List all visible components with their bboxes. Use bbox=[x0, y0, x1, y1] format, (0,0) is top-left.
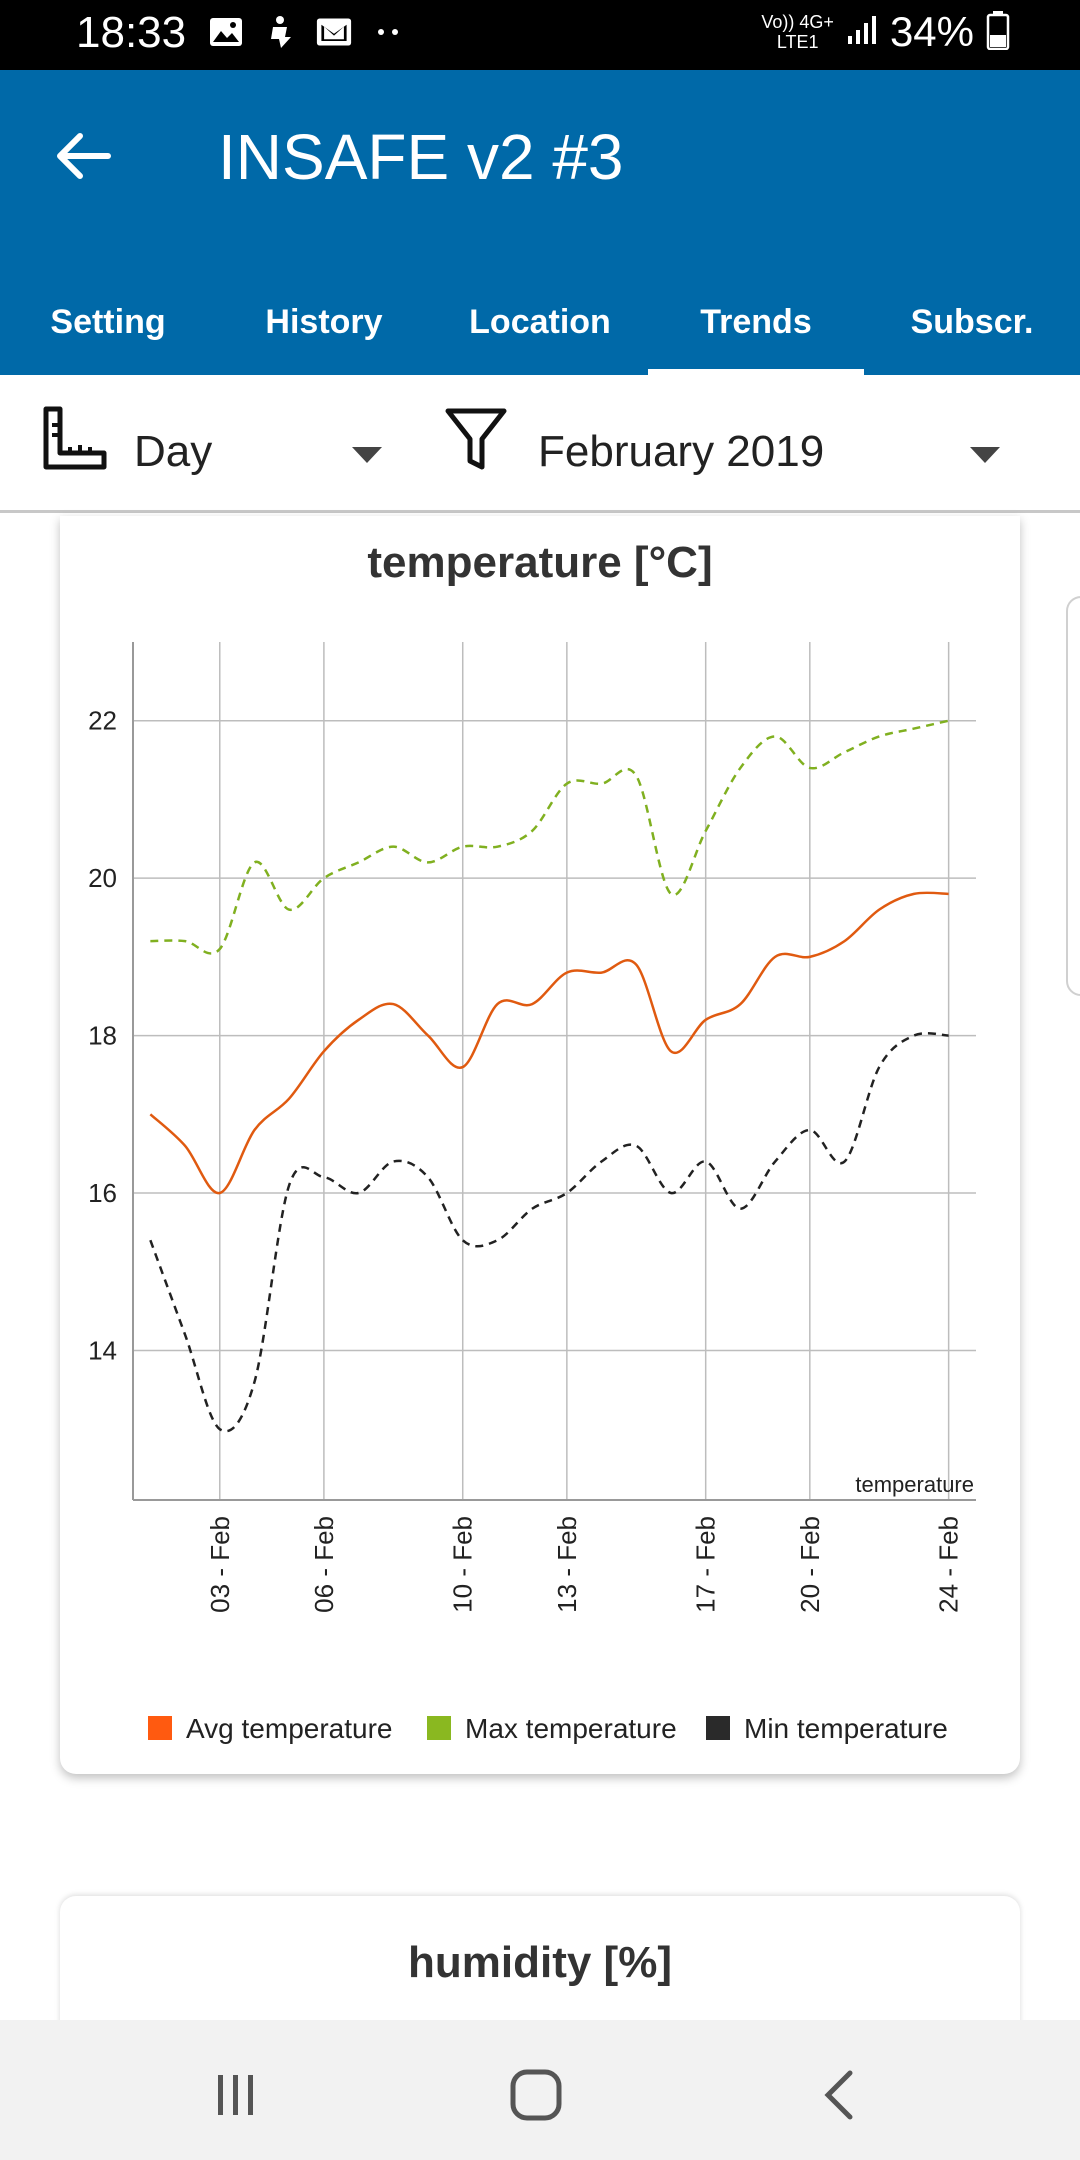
back-nav-button[interactable] bbox=[800, 2060, 880, 2130]
month-select[interactable]: February 2019 bbox=[538, 427, 825, 476]
legend-swatch bbox=[427, 1716, 451, 1740]
legend-swatch bbox=[706, 1716, 730, 1740]
x-tick-label: 06 - Feb bbox=[309, 1516, 339, 1613]
home-button[interactable] bbox=[496, 2060, 576, 2130]
network-line: LTE1 bbox=[776, 32, 819, 52]
mail-icon bbox=[316, 12, 352, 52]
battery-icon bbox=[986, 10, 1010, 55]
tab-trends[interactable]: Trends bbox=[648, 270, 864, 375]
back-button[interactable] bbox=[48, 120, 120, 192]
chevron-down-icon[interactable] bbox=[970, 447, 1000, 465]
corner-label: temperature bbox=[855, 1472, 974, 1497]
network-indicator: Vo)) 4G+ LTE1 bbox=[761, 12, 834, 52]
filter-funnel-icon bbox=[445, 408, 507, 470]
tab-setting[interactable]: Setting bbox=[50, 303, 166, 341]
y-tick-label: 20 bbox=[88, 863, 117, 893]
legend-label: Min temperature bbox=[744, 1713, 948, 1744]
y-tick-label: 22 bbox=[88, 706, 117, 736]
series-line bbox=[149, 891, 949, 1195]
legend-label: Avg temperature bbox=[186, 1713, 393, 1744]
y-tick-label: 16 bbox=[88, 1178, 117, 1208]
x-tick-label: 03 - Feb bbox=[205, 1516, 235, 1613]
app-bar: INSAFE v2 #3 Setting History Location Tr… bbox=[0, 70, 1080, 375]
y-tick-label: 18 bbox=[88, 1021, 117, 1051]
app-title: INSAFE v2 #3 bbox=[218, 121, 624, 193]
recent-apps-icon bbox=[218, 2075, 253, 2115]
ruler-icon bbox=[43, 406, 107, 470]
back-chevron-icon bbox=[824, 2070, 853, 2120]
tab-bar: Setting History Location Trends Subscr. bbox=[0, 270, 1080, 375]
status-bar: 18:33 Vo)) 4G+ LTE1 34% bbox=[0, 0, 1080, 70]
x-tick-label: 17 - Feb bbox=[691, 1516, 721, 1613]
tab-location[interactable]: Location bbox=[469, 303, 611, 341]
gallery-icon bbox=[208, 12, 244, 52]
tab-subscriptions[interactable]: Subscr. bbox=[910, 303, 1034, 341]
series-line bbox=[149, 1032, 949, 1433]
series-line bbox=[150, 719, 949, 955]
y-tick-label: 14 bbox=[88, 1335, 117, 1365]
temperature-card: temperature [°C] 14 16 18 20 22 03 - Feb 06 - … bbox=[60, 516, 1020, 1774]
figure-icon bbox=[262, 12, 298, 52]
tab-history[interactable]: History bbox=[265, 303, 383, 341]
home-icon bbox=[510, 2069, 562, 2121]
x-tick-label: 24 - Feb bbox=[934, 1516, 964, 1613]
recent-apps-button[interactable] bbox=[196, 2060, 276, 2130]
period-select[interactable]: Day bbox=[134, 427, 213, 476]
x-tick-label: 10 - Feb bbox=[448, 1516, 478, 1613]
status-right: Vo)) 4G+ LTE1 34% bbox=[761, 8, 1010, 56]
chart-title: temperature [°C] bbox=[367, 538, 713, 587]
humidity-title: humidity [%] bbox=[408, 1938, 672, 1987]
system-nav-bar bbox=[0, 2020, 1080, 2160]
filter-bar: Day February 2019 bbox=[0, 375, 1080, 513]
chevron-down-icon[interactable] bbox=[352, 447, 382, 465]
battery-percent: 34% bbox=[889, 8, 974, 55]
legend-swatch bbox=[148, 1716, 172, 1740]
status-time: 18:33 bbox=[76, 8, 187, 57]
next-card-edge bbox=[1066, 596, 1080, 996]
legend-label: Max temperature bbox=[465, 1713, 677, 1744]
x-tick-label: 20 - Feb bbox=[795, 1516, 825, 1613]
temperature-chart: 14 16 18 20 22 03 - Feb 06 - Feb 10 - Feb 13 - F… bbox=[88, 642, 976, 1744]
more-dots-icon bbox=[370, 12, 406, 52]
x-tick-label: 13 - Feb bbox=[552, 1516, 582, 1613]
humidity-card: humidity [%] bbox=[60, 1896, 1020, 2036]
arrow-left-icon bbox=[57, 133, 111, 179]
signal-icon bbox=[846, 14, 878, 51]
notification-icons bbox=[208, 12, 406, 52]
network-type: Vo)) 4G+ bbox=[761, 12, 834, 32]
